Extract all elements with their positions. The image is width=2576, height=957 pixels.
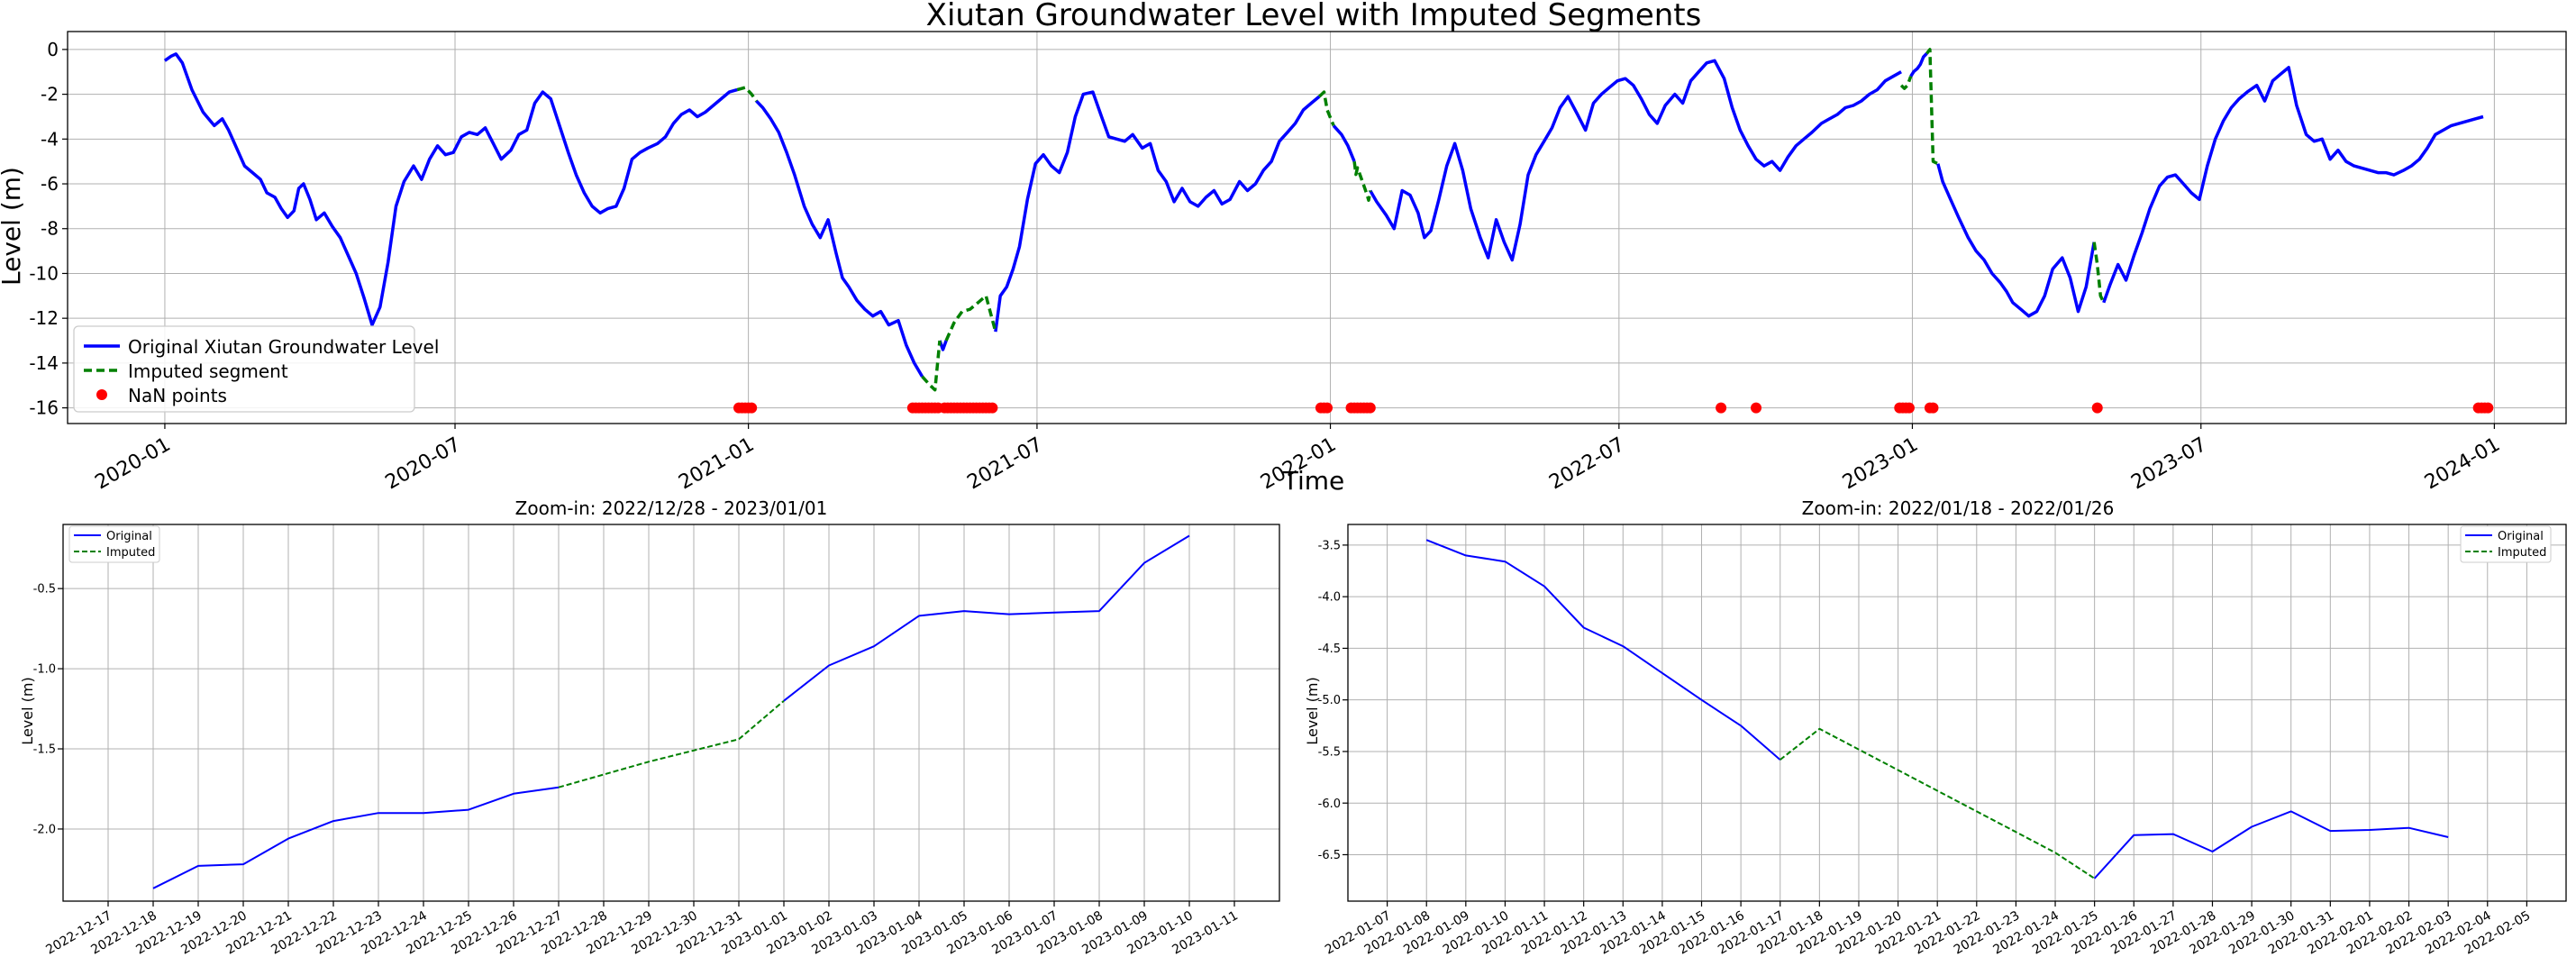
main-chart-x-label: Time: [1282, 466, 1345, 496]
zoom-right-legend: Original Imputed: [2460, 525, 2552, 563]
main-chart-frame: [67, 31, 2567, 424]
zoom-left-y-tick-label: -0.5: [33, 583, 56, 597]
nan-point: [746, 402, 758, 414]
main-y-tick-label: -10: [29, 262, 59, 284]
zoom-right-title: Zoom-in: 2022/01/18 - 2022/01/26: [1802, 497, 2115, 519]
zoom-left-grid: [63, 524, 1279, 901]
zoom-left-original-line: [783, 534, 1190, 702]
nan-point: [1927, 402, 1939, 414]
main-y-tick-label: 0: [47, 39, 59, 60]
zoom-left-imputed-line: [558, 699, 785, 788]
zoom-left-legend: Original Imputed: [68, 525, 160, 563]
main-imputed-line: [1352, 160, 1372, 202]
nan-point: [1322, 402, 1334, 414]
zoom-right-y-tick-label: -4.5: [1318, 643, 1341, 656]
zoom-right-legend-label-imputed: Imputed: [2498, 546, 2546, 560]
main-y-tick-label: -16: [29, 397, 59, 419]
zoom-right-y-tick-label: -5.0: [1318, 694, 1341, 707]
main-imputed-line: [944, 294, 997, 342]
zoom-left-y-tick-label: -1.5: [33, 743, 56, 757]
main-original-line: [755, 99, 924, 378]
zoom-left-series: [152, 534, 1190, 889]
legend-label-nan: NaN points: [128, 385, 227, 406]
zoom-left-y-tick-label: -2.0: [33, 824, 56, 837]
main-y-tick-label: -12: [29, 307, 59, 329]
main-chart-title: Xiutan Groundwater Level with Imputed Se…: [926, 0, 1702, 33]
main-original-line: [1936, 163, 2096, 318]
zoom-right-y-tick-label: -4.0: [1318, 591, 1341, 605]
main-imputed-line: [1899, 76, 1913, 90]
main-y-tick-label: -8: [41, 218, 59, 240]
nan-point: [987, 402, 998, 414]
zoom-right-original-line: [1425, 539, 1781, 761]
main-original-line: [163, 52, 738, 327]
nan-point: [2482, 402, 2494, 414]
legend-label-imputed: Imputed segment: [128, 360, 288, 382]
zoom-right-y-tick-label: -3.5: [1318, 539, 1341, 552]
zoom-right-frame: [1347, 524, 2567, 902]
zoom-right-y-tick-label: -5.5: [1318, 745, 1341, 759]
main-chart-legend-box: [73, 325, 415, 413]
main-imputed-line: [2092, 242, 2106, 304]
zoom-left-original-line: [152, 786, 560, 889]
main-original-line: [994, 90, 1321, 333]
nan-point: [1903, 402, 1915, 414]
legend-swatch-nan: [96, 389, 107, 400]
main-imputed-line: [1925, 48, 1939, 166]
zoom-left-legend-label-imputed: Imputed: [106, 546, 155, 560]
main-original-line: [2102, 66, 2484, 304]
main-y-tick-label: -6: [41, 173, 59, 195]
zoom-left-title: Zoom-in: 2022/12/28 - 2023/01/01: [515, 497, 828, 519]
main-chart-series: [163, 48, 2494, 414]
zoom-right-imputed-line: [1780, 727, 2096, 880]
main-y-tick-label: -2: [41, 84, 59, 105]
zoom-left-legend-label-original: Original: [106, 530, 152, 543]
nan-point: [1716, 402, 1727, 414]
zoom-left-frame: [62, 524, 1280, 902]
main-imputed-line: [736, 86, 758, 103]
zoom-right-y-tick-label: -6.5: [1318, 849, 1341, 862]
nan-point: [1751, 402, 1762, 414]
main-imputed-line: [1317, 90, 1335, 127]
nan-point: [1364, 402, 1376, 414]
main-original-line: [1332, 124, 1356, 162]
main-y-tick-label: -4: [41, 128, 59, 150]
zoom-left-y-ticks: -2.0 -1.5 -1.0 -0.5: [33, 583, 63, 837]
main-imputed-line: [921, 340, 942, 392]
main-original-line: [1909, 52, 1928, 77]
main-y-tick-label: -14: [29, 352, 59, 374]
legend-label-original: Original Xiutan Groundwater Level: [128, 336, 439, 358]
main-chart-legend: Original Xiutan Groundwater Level Impute…: [73, 325, 439, 413]
main-chart-y-ticks: -16 -14 -12 -10 -8 -6 -4 -2 0: [29, 39, 68, 419]
zoom-right-y-label: Level (m): [1304, 677, 1321, 744]
nan-point: [2091, 402, 2103, 414]
zoom-right-legend-label-original: Original: [2498, 530, 2544, 543]
zoom-left-y-tick-label: -1.0: [33, 663, 56, 677]
zoom-right-y-ticks: -6.5 -6.0 -5.5 -5.0 -4.5 -4.0 -3.5: [1318, 539, 1348, 862]
zoom-right-series: [1425, 539, 2449, 880]
zoom-right-grid: [1348, 524, 2566, 901]
main-original-line: [1369, 59, 1902, 262]
zoom-left-y-label: Level (m): [19, 677, 36, 744]
zoom-right-y-tick-label: -6.0: [1318, 798, 1341, 811]
zoom-right-original-line: [2093, 810, 2449, 880]
main-chart-y-label: Level (m): [0, 167, 26, 286]
